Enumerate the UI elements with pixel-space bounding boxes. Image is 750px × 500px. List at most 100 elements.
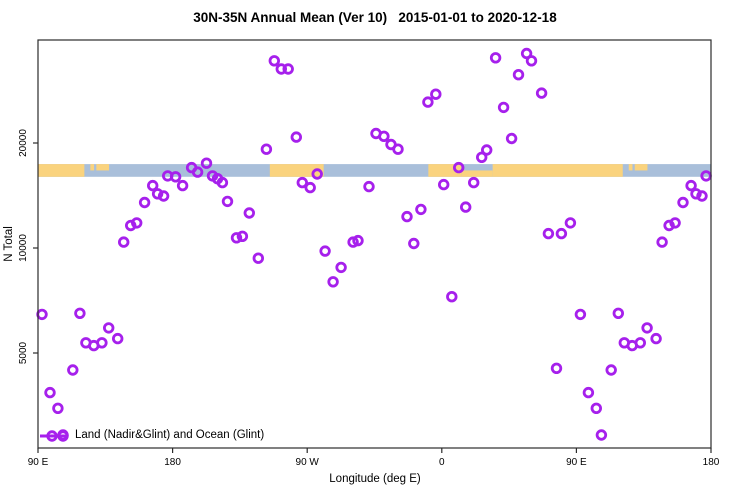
data-point <box>130 217 143 229</box>
data-point <box>378 130 390 143</box>
data-point <box>460 201 472 213</box>
data-point <box>296 176 309 189</box>
data-point <box>690 188 702 200</box>
data-point <box>481 144 493 156</box>
x-axis-label: Longitude (deg E) <box>329 473 421 485</box>
data-point <box>252 252 264 264</box>
data-point <box>52 402 64 415</box>
data-point <box>685 179 697 192</box>
data-point <box>176 179 189 192</box>
data-point <box>138 196 151 209</box>
map-band-land <box>38 164 85 177</box>
data-point <box>111 332 124 345</box>
data-point <box>230 232 243 244</box>
data-point <box>260 143 273 155</box>
data-point <box>453 161 465 174</box>
data-point <box>44 386 56 399</box>
data-point <box>525 55 538 67</box>
y-tick-label: 5000 <box>18 341 29 364</box>
map-band-land <box>492 164 623 177</box>
data-point <box>146 179 159 192</box>
data-point <box>656 236 668 248</box>
data-point <box>415 203 427 216</box>
data-point <box>696 190 708 202</box>
data-point <box>352 234 364 247</box>
data-point <box>550 362 563 375</box>
data-point <box>191 166 204 178</box>
data-point <box>605 364 617 376</box>
map-band-land-island <box>96 164 110 171</box>
chart-title: 30N-35N Annual Mean (Ver 10) 2015-01-01 … <box>193 10 557 25</box>
data-point <box>102 322 115 334</box>
data-point <box>327 276 339 288</box>
data-point <box>392 143 404 155</box>
data-point <box>408 237 420 250</box>
data-point <box>542 227 555 240</box>
x-tick-label: 90 W <box>296 457 320 468</box>
data-point <box>275 63 288 75</box>
data-point <box>634 337 647 349</box>
map-band-land <box>269 164 324 177</box>
data-point <box>282 63 294 75</box>
data-point <box>669 217 681 229</box>
data-point <box>650 332 662 345</box>
data-point <box>200 157 213 169</box>
data-point <box>438 178 450 191</box>
data-point <box>117 236 130 248</box>
data-point <box>236 230 249 243</box>
y-tick-label: 20000 <box>18 129 29 157</box>
data-point <box>574 308 587 321</box>
y-tick-label: 10000 <box>18 234 29 262</box>
data-point <box>363 180 375 193</box>
data-point <box>489 52 502 64</box>
map-band-land-island <box>628 164 633 171</box>
data-point <box>641 322 653 334</box>
data-point <box>582 386 595 399</box>
data-point <box>505 132 518 145</box>
map-band-land-island <box>90 164 95 171</box>
data-point <box>700 170 712 182</box>
data-point <box>96 337 108 349</box>
data-point <box>401 210 413 223</box>
data-point <box>36 308 48 321</box>
data-point <box>590 402 603 415</box>
data-point <box>74 307 86 320</box>
data-point <box>67 364 79 376</box>
data-point <box>446 291 458 303</box>
data-point <box>476 151 488 164</box>
data-point <box>157 190 170 202</box>
data-point <box>335 261 347 274</box>
data-point <box>268 55 281 67</box>
plot-border <box>37 39 712 449</box>
data-point <box>422 96 434 108</box>
data-point <box>497 101 510 114</box>
legend-point-icon <box>57 430 69 442</box>
legend-label: Land (Nadir&Glint) and Ocean (Glint) <box>75 429 265 441</box>
data-point <box>555 227 568 240</box>
map-band-land-island <box>634 164 648 171</box>
data-point <box>290 131 303 143</box>
data-point <box>151 188 164 200</box>
data-point <box>468 176 480 189</box>
data-point <box>512 68 525 81</box>
data-point <box>520 47 533 60</box>
data-point <box>564 217 577 229</box>
data-point <box>304 181 316 194</box>
x-tick-label: 180 <box>164 457 181 468</box>
data-point <box>169 171 182 183</box>
data-point <box>311 168 323 180</box>
x-tick-label: 90 E <box>566 457 587 468</box>
legend-point-icon <box>46 430 58 442</box>
x-tick-label: 90 E <box>28 457 49 468</box>
x-tick-label: 180 <box>703 457 720 468</box>
x-tick-label: 0 <box>439 457 445 468</box>
data-point <box>243 207 256 219</box>
data-point <box>612 307 625 320</box>
map-band-land-coast <box>461 170 493 177</box>
data-point <box>430 88 442 100</box>
data-point <box>221 195 234 208</box>
data-point <box>677 196 689 209</box>
data-point <box>216 176 229 189</box>
